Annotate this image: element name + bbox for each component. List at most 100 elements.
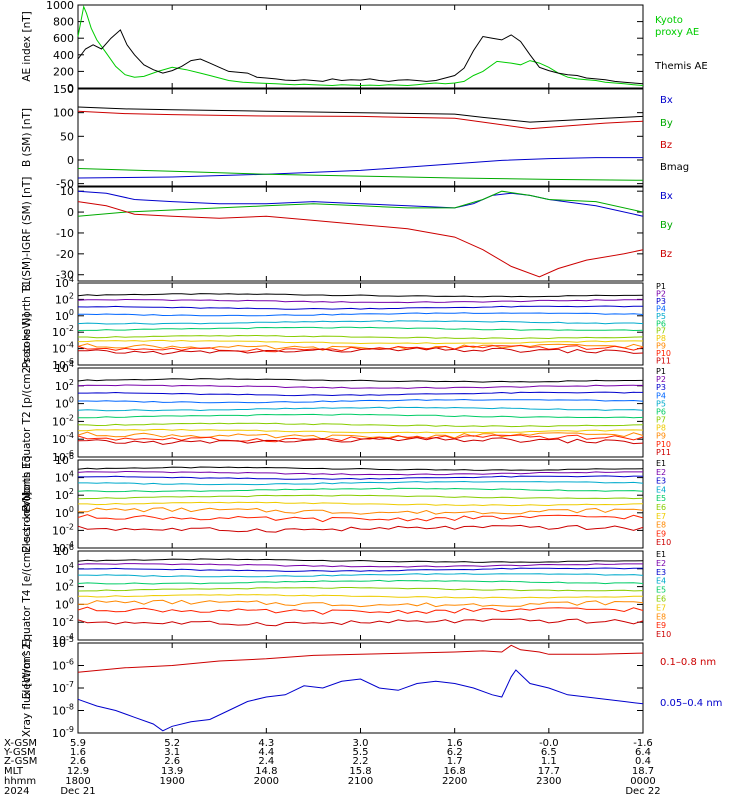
time-axis-value: -0.0 bbox=[539, 738, 559, 749]
y-tick-label: 102 bbox=[55, 487, 74, 502]
y-tick-exponent: -2 bbox=[66, 413, 74, 422]
series-0.05-0.4-nm bbox=[77, 669, 644, 732]
y-tick-label: 100 bbox=[55, 596, 74, 611]
y-tick-exponent: -7 bbox=[66, 680, 74, 689]
y-tick-exponent: 6 bbox=[69, 543, 74, 552]
legend-entry: Bx bbox=[660, 191, 673, 202]
time-axis-row-label: MLT bbox=[4, 766, 24, 777]
time-axis-row-label: 2024 bbox=[4, 786, 29, 797]
y-tick-exponent: -9 bbox=[66, 725, 74, 734]
channel-label-e9: E9 bbox=[656, 621, 666, 630]
time-axis-value: 0000 bbox=[630, 776, 655, 787]
time-axis-value: 2300 bbox=[536, 776, 561, 787]
channel-label-e9: E9 bbox=[656, 529, 666, 538]
y-tick-label: 102 bbox=[55, 579, 74, 594]
channel-label-e4: E4 bbox=[656, 577, 666, 586]
y-tick-label: 104 bbox=[55, 360, 74, 375]
series-bx bbox=[77, 157, 643, 179]
channel-label-p10: P10 bbox=[656, 440, 671, 449]
y-tick-label: 10-2 bbox=[52, 324, 74, 339]
series-by bbox=[77, 168, 644, 181]
y-tick-exponent: -2 bbox=[66, 614, 74, 623]
legend-entry: 0.1–0.8 nm bbox=[660, 657, 716, 668]
time-axis-value: 6.5 bbox=[541, 747, 557, 758]
y-tick-label: 150 bbox=[53, 83, 74, 96]
time-axis-value: Dec 21 bbox=[60, 786, 95, 797]
channel-label-p9: P9 bbox=[656, 432, 666, 441]
y-tick-exponent: -4 bbox=[66, 540, 74, 549]
y-tick-label: 0 bbox=[67, 82, 74, 95]
y-tick-label: 10-2 bbox=[52, 522, 74, 537]
y-tick-exponent: -5 bbox=[66, 635, 74, 644]
y-tick-exponent: 6 bbox=[69, 452, 74, 461]
y-tick-label: 10-7 bbox=[52, 680, 74, 695]
channel-label-e4: E4 bbox=[656, 485, 666, 494]
channel-line-p8 bbox=[77, 339, 644, 345]
y-tick-exponent: 2 bbox=[69, 378, 74, 387]
channel-label-p1: P1 bbox=[656, 282, 666, 291]
legend-entry: Bmag bbox=[660, 162, 689, 173]
channel-line-p5 bbox=[77, 320, 644, 325]
time-axis-value: 15.8 bbox=[349, 766, 371, 777]
time-axis-table: X-GSMY-GSMZ-GSMMLThhmm20245.91.62.612.91… bbox=[3, 738, 661, 797]
time-axis-value: 5.2 bbox=[164, 738, 180, 749]
y-tick-label: 0 bbox=[67, 154, 74, 167]
legend-entry: Themis AE bbox=[654, 61, 708, 72]
channel-line-p10 bbox=[77, 344, 644, 353]
series-by bbox=[77, 190, 644, 217]
y-axis-label: AE index [nT] bbox=[21, 11, 33, 81]
channel-label-p2: P2 bbox=[656, 289, 666, 298]
channel-line-e2 bbox=[77, 563, 643, 568]
y-tick-label: 0 bbox=[67, 206, 74, 219]
y-tick-exponent: -2 bbox=[66, 324, 74, 333]
y-axis-label: Electrons North T3 bbox=[21, 455, 33, 553]
channel-label-e2: E2 bbox=[656, 468, 666, 477]
time-axis-value: 12.9 bbox=[67, 766, 89, 777]
channel-line-e10 bbox=[77, 524, 644, 533]
y-tick-label: 100 bbox=[55, 505, 74, 520]
channel-line-p3 bbox=[78, 391, 644, 397]
channel-label-p5: P5 bbox=[656, 312, 666, 321]
channel-line-p6 bbox=[77, 326, 644, 332]
y-tick-label: 10-4 bbox=[52, 341, 74, 356]
time-axis-value: -1.6 bbox=[633, 738, 653, 749]
time-axis-value: 5.5 bbox=[353, 747, 369, 758]
time-axis-value: 1.1 bbox=[541, 756, 557, 767]
channel-label-e3: E3 bbox=[656, 568, 666, 577]
channel-line-e9 bbox=[77, 514, 644, 523]
time-axis-row-label: hhmm bbox=[4, 776, 36, 787]
channel-line-p2 bbox=[77, 384, 644, 389]
channel-line-p9 bbox=[77, 431, 644, 440]
y-tick-label: 1000 bbox=[46, 0, 74, 12]
channel-line-e6 bbox=[77, 494, 644, 500]
channel-line-e8 bbox=[78, 599, 644, 608]
channel-label-e2: E2 bbox=[656, 559, 666, 568]
channel-label-e3: E3 bbox=[656, 477, 666, 486]
channel-line-e3 bbox=[78, 567, 644, 572]
channel-label-p11: P11 bbox=[656, 448, 671, 457]
channel-line-p8 bbox=[77, 428, 644, 434]
y-tick-exponent: -4 bbox=[66, 431, 74, 440]
channel-line-p6 bbox=[77, 413, 644, 419]
panel-frame bbox=[77, 642, 644, 734]
channel-label-p10: P10 bbox=[656, 349, 671, 358]
y-tick-label: 50 bbox=[60, 130, 74, 143]
time-axis-value: 17.7 bbox=[538, 766, 560, 777]
channel-line-p1 bbox=[77, 378, 644, 383]
channel-line-p10 bbox=[77, 434, 644, 443]
time-axis-value: 3.1 bbox=[164, 747, 180, 758]
series-bz bbox=[77, 110, 644, 130]
channel-label-p5: P5 bbox=[656, 399, 666, 408]
y-tick-label: 102 bbox=[55, 291, 74, 306]
channel-line-p11 bbox=[77, 347, 644, 355]
channel-label-p11: P11 bbox=[656, 357, 671, 366]
time-axis-value: 3.0 bbox=[353, 738, 369, 749]
y-tick-exponent: 4 bbox=[69, 360, 74, 369]
time-axis-value: 18.7 bbox=[632, 766, 654, 777]
y-tick-exponent: -6 bbox=[66, 357, 74, 366]
y-tick-exponent: 4 bbox=[69, 561, 74, 570]
channel-label-p6: P6 bbox=[656, 319, 666, 328]
y-tick-label: 106 bbox=[55, 543, 74, 558]
time-axis-value: 2.6 bbox=[70, 756, 86, 767]
